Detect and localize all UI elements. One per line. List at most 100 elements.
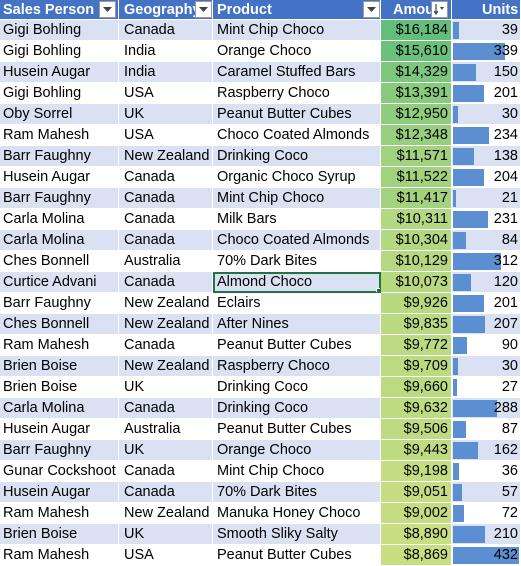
cell-sales-person[interactable]: Gigi Bohling xyxy=(0,41,119,62)
cell-amount[interactable]: $11,522 xyxy=(381,167,452,188)
cell-product[interactable]: Orange Choco xyxy=(213,41,381,62)
cell-amount[interactable]: $9,660 xyxy=(381,377,452,398)
cell-sales-person[interactable]: Brien Boise xyxy=(0,356,119,377)
cell-amount[interactable]: $9,632 xyxy=(381,398,452,419)
cell-amount[interactable]: $8,890 xyxy=(381,524,452,545)
cell-units[interactable]: 84 xyxy=(452,230,521,251)
cell-sales-person[interactable]: Gigi Bohling xyxy=(0,20,119,41)
cell-units[interactable]: 90 xyxy=(452,335,521,356)
cell-geography[interactable]: Australia xyxy=(119,251,213,272)
cell-geography[interactable]: Canada xyxy=(119,20,213,41)
cell-sales-person[interactable]: Ram Mahesh xyxy=(0,125,119,146)
cell-units[interactable]: 87 xyxy=(452,419,521,440)
sort-descending-button[interactable] xyxy=(431,1,448,18)
cell-sales-person[interactable]: Barr Faughny xyxy=(0,293,119,314)
cell-product[interactable]: Smooth Sliky Salty xyxy=(213,524,381,545)
cell-geography[interactable]: USA xyxy=(119,83,213,104)
cell-product[interactable]: Peanut Butter Cubes xyxy=(213,419,381,440)
cell-geography[interactable]: India xyxy=(119,41,213,62)
cell-product[interactable]: Peanut Butter Cubes xyxy=(213,104,381,125)
filter-dropdown-button[interactable] xyxy=(99,1,116,18)
cell-sales-person[interactable]: Husein Augar xyxy=(0,62,119,83)
cell-units[interactable]: 150 xyxy=(452,62,521,83)
cell-geography[interactable]: Canada xyxy=(119,230,213,251)
cell-units[interactable]: 162 xyxy=(452,440,521,461)
cell-sales-person[interactable]: Curtice Advani xyxy=(0,272,119,293)
cell-product[interactable]: 70% Dark Bites xyxy=(213,482,381,503)
cell-sales-person[interactable]: Ram Mahesh xyxy=(0,545,119,566)
cell-units[interactable]: 432 xyxy=(452,545,521,566)
cell-amount[interactable]: $9,506 xyxy=(381,419,452,440)
cell-sales-person[interactable]: Gigi Bohling xyxy=(0,83,119,104)
cell-sales-person[interactable]: Brien Boise xyxy=(0,377,119,398)
cell-product[interactable]: 70% Dark Bites xyxy=(213,251,381,272)
cell-units[interactable]: 120 xyxy=(452,272,521,293)
cell-geography[interactable]: New Zealand xyxy=(119,293,213,314)
cell-geography[interactable]: UK xyxy=(119,440,213,461)
cell-product[interactable]: Manuka Honey Choco xyxy=(213,503,381,524)
cell-amount[interactable]: $9,926 xyxy=(381,293,452,314)
cell-amount[interactable]: $9,709 xyxy=(381,356,452,377)
cell-amount[interactable]: $9,198 xyxy=(381,461,452,482)
cell-amount[interactable]: $10,304 xyxy=(381,230,452,251)
cell-sales-person[interactable]: Carla Molina xyxy=(0,230,119,251)
cell-sales-person[interactable]: Ches Bonnell xyxy=(0,314,119,335)
cell-units[interactable]: 207 xyxy=(452,314,521,335)
cell-sales-person[interactable]: Carla Molina xyxy=(0,398,119,419)
cell-product[interactable]: Drinking Coco xyxy=(213,398,381,419)
cell-sales-person[interactable]: Ram Mahesh xyxy=(0,503,119,524)
cell-units[interactable]: 231 xyxy=(452,209,521,230)
cell-amount[interactable]: $9,772 xyxy=(381,335,452,356)
cell-units[interactable]: 201 xyxy=(452,83,521,104)
cell-sales-person[interactable]: Barr Faughny xyxy=(0,440,119,461)
cell-units[interactable]: 72 xyxy=(452,503,521,524)
cell-units[interactable]: 39 xyxy=(452,20,521,41)
cell-amount[interactable]: $9,051 xyxy=(381,482,452,503)
cell-units[interactable]: 138 xyxy=(452,146,521,167)
header-units[interactable]: Units xyxy=(452,0,521,20)
cell-amount[interactable]: $16,184 xyxy=(381,20,452,41)
cell-amount[interactable]: $13,391 xyxy=(381,83,452,104)
cell-product[interactable]: Peanut Butter Cubes xyxy=(213,545,381,566)
cell-amount[interactable]: $12,348 xyxy=(381,125,452,146)
cell-amount[interactable]: $14,329 xyxy=(381,62,452,83)
filter-dropdown-button[interactable] xyxy=(363,1,380,18)
cell-product[interactable]: Eclairs xyxy=(213,293,381,314)
cell-product[interactable]: Raspberry Choco xyxy=(213,83,381,104)
cell-geography[interactable]: Canada xyxy=(119,335,213,356)
cell-units[interactable]: 234 xyxy=(452,125,521,146)
filter-dropdown-button[interactable] xyxy=(195,1,212,18)
cell-sales-person[interactable]: Carla Molina xyxy=(0,209,119,230)
cell-geography[interactable]: Canada xyxy=(119,188,213,209)
cell-amount[interactable]: $9,835 xyxy=(381,314,452,335)
cell-amount[interactable]: $10,311 xyxy=(381,209,452,230)
cell-sales-person[interactable]: Ches Bonnell xyxy=(0,251,119,272)
cell-sales-person[interactable]: Oby Sorrel xyxy=(0,104,119,125)
header-product[interactable]: Product xyxy=(213,0,381,20)
header-amount[interactable]: Amount xyxy=(381,0,452,20)
cell-geography[interactable]: India xyxy=(119,62,213,83)
cell-sales-person[interactable]: Husein Augar xyxy=(0,167,119,188)
fill-handle[interactable] xyxy=(376,288,380,292)
cell-product[interactable]: Mint Chip Choco xyxy=(213,20,381,41)
cell-units[interactable]: 27 xyxy=(452,377,521,398)
cell-geography[interactable]: Canada xyxy=(119,272,213,293)
cell-units[interactable]: 30 xyxy=(452,104,521,125)
cell-geography[interactable]: New Zealand xyxy=(119,146,213,167)
cell-geography[interactable]: New Zealand xyxy=(119,314,213,335)
cell-sales-person[interactable]: Gunar Cockshoot xyxy=(0,461,119,482)
cell-amount[interactable]: $11,417 xyxy=(381,188,452,209)
cell-product[interactable]: Milk Bars xyxy=(213,209,381,230)
cell-geography[interactable]: USA xyxy=(119,125,213,146)
cell-units[interactable]: 36 xyxy=(452,461,521,482)
cell-product[interactable]: Raspberry Choco xyxy=(213,356,381,377)
cell-geography[interactable]: New Zealand xyxy=(119,356,213,377)
cell-amount[interactable]: $11,571 xyxy=(381,146,452,167)
cell-units[interactable]: 210 xyxy=(452,524,521,545)
cell-product[interactable]: Choco Coated Almonds xyxy=(213,125,381,146)
cell-product[interactable]: Choco Coated Almonds xyxy=(213,230,381,251)
header-sales-person[interactable]: Sales Person xyxy=(0,0,119,20)
cell-amount[interactable]: $12,950 xyxy=(381,104,452,125)
cell-amount[interactable]: $10,129 xyxy=(381,251,452,272)
cell-units[interactable]: 312 xyxy=(452,251,521,272)
